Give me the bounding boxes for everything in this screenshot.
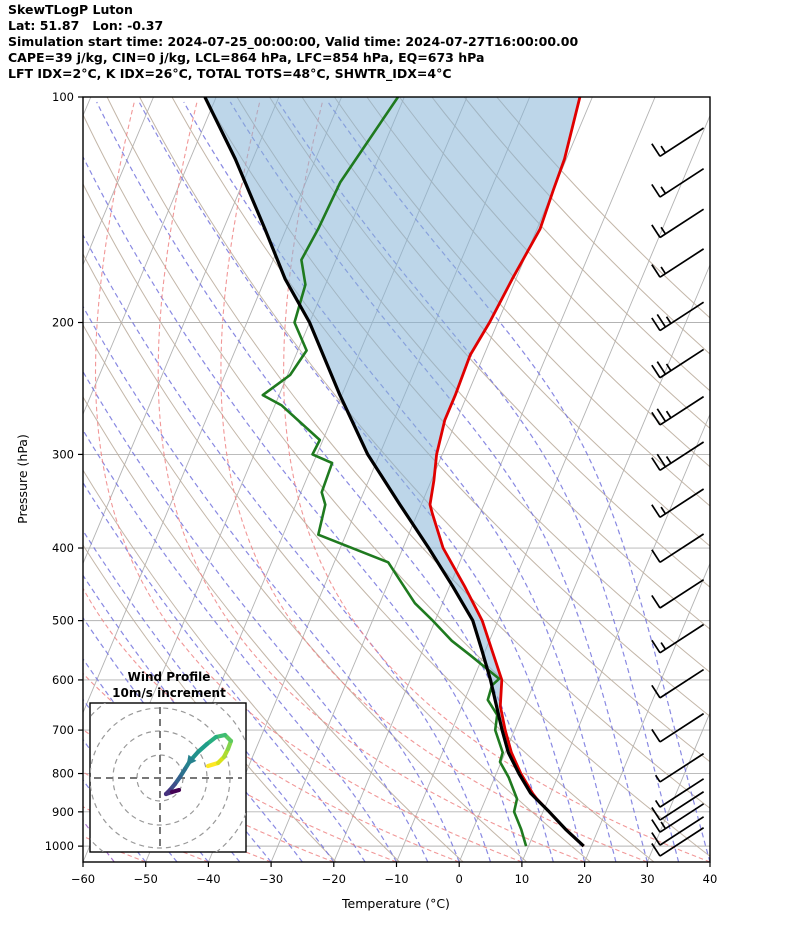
header-indices-2: LFT IDX=2°C, K IDX=26°C, TOTAL TOTS=48°C… (8, 66, 452, 81)
x-tick-label: 10 (515, 872, 530, 886)
cin-shading (204, 97, 580, 799)
x-tick-label: −40 (196, 872, 220, 886)
y-tick-label: 700 (52, 723, 74, 737)
x-tick-label: −50 (134, 872, 158, 886)
temperature-curve (428, 97, 585, 848)
y-tick-label: 1000 (45, 839, 74, 853)
y-axis-label: Pressure (hPa) (15, 434, 30, 524)
header-indices-1: CAPE=39 j/kg, CIN=0 j/kg, LCL=864 hPa, L… (8, 50, 485, 65)
x-tick-label: −10 (384, 872, 408, 886)
x-tick-label: −30 (259, 872, 283, 886)
x-tick-label: −20 (322, 872, 346, 886)
y-tick-label: 400 (52, 541, 74, 555)
hodograph-subtitle: 10m/s increment (112, 686, 226, 700)
x-tick-label: 40 (703, 872, 718, 886)
header-sim-times: Simulation start time: 2024-07-25_00:00:… (8, 34, 579, 49)
x-tick-label: 0 (456, 872, 463, 886)
header-title: SkewTLogP Luton (8, 2, 133, 17)
wind-barbs (651, 127, 705, 857)
y-tick-label: 600 (52, 673, 74, 687)
y-tick-label: 100 (52, 90, 74, 104)
y-tick-label: 800 (52, 767, 74, 781)
parcel-curve (203, 97, 585, 848)
x-tick-label: 20 (577, 872, 592, 886)
y-tick-label: 500 (52, 614, 74, 628)
x-axis-label: Temperature (°C) (341, 896, 450, 911)
y-tick-label: 900 (52, 805, 74, 819)
dewpoint-curve (261, 97, 528, 847)
hodograph-title: Wind Profile (128, 670, 211, 684)
sounding-profiles (203, 97, 585, 848)
y-tick-label: 300 (52, 447, 74, 461)
y-tick-label: 200 (52, 316, 74, 330)
wind-profile-inset (89, 702, 247, 853)
x-tick-label: 30 (640, 872, 655, 886)
header-coordinates: Lat: 51.87 Lon: -0.37 (8, 18, 164, 33)
x-tick-label: −60 (71, 872, 95, 886)
